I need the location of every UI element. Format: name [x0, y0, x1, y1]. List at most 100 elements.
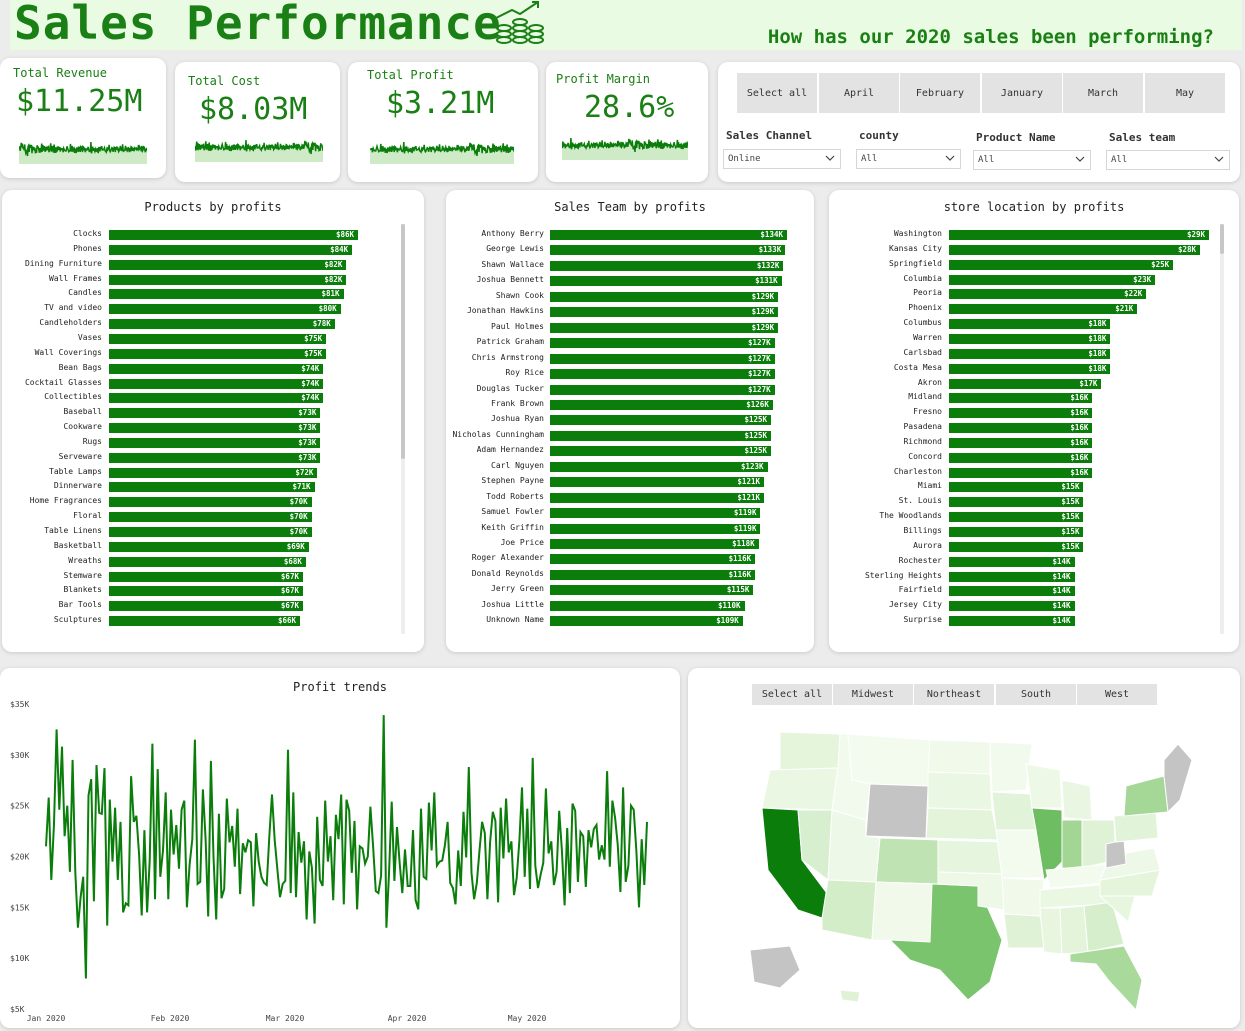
bar[interactable]: $121K: [550, 492, 764, 503]
bar[interactable]: $74K: [109, 363, 324, 374]
bar[interactable]: $129K: [550, 307, 779, 318]
scrollbar-thumb[interactable]: [1220, 224, 1224, 254]
bar[interactable]: $67K: [109, 571, 303, 582]
month-slicer-may[interactable]: May: [1145, 73, 1225, 113]
bar[interactable]: $73K: [109, 437, 321, 448]
bar[interactable]: $80K: [109, 304, 341, 315]
bar[interactable]: $126K: [550, 399, 773, 410]
month-slicer-select-all[interactable]: Select all: [737, 73, 817, 113]
bar[interactable]: $127K: [550, 384, 775, 395]
bar[interactable]: $16K: [949, 467, 1093, 478]
bar[interactable]: $15K: [949, 527, 1084, 537]
month-slicer-march[interactable]: March: [1063, 73, 1143, 113]
bar[interactable]: $14K: [949, 586, 1075, 597]
bar[interactable]: $14K: [949, 556, 1075, 567]
bar[interactable]: $22K: [949, 289, 1147, 300]
bar[interactable]: $125K: [550, 430, 772, 441]
bar[interactable]: $70K: [109, 512, 312, 523]
bar[interactable]: $18K: [949, 319, 1111, 330]
bar[interactable]: $66K: [109, 616, 301, 627]
bar[interactable]: $21K: [949, 304, 1138, 315]
bar[interactable]: $14K: [949, 601, 1075, 612]
bar[interactable]: $129K: [550, 291, 779, 302]
bar[interactable]: $16K: [949, 452, 1093, 463]
bar[interactable]: $14K: [949, 616, 1075, 627]
month-slicer-january[interactable]: January: [982, 73, 1062, 113]
wyoming-state: [865, 783, 929, 839]
bar[interactable]: $82K: [109, 259, 347, 270]
bar[interactable]: $73K: [109, 423, 321, 434]
bar[interactable]: $23K: [949, 274, 1156, 285]
bar[interactable]: $132K: [550, 260, 784, 271]
month-slicer-april[interactable]: April: [819, 73, 899, 113]
bar[interactable]: $119K: [550, 523, 761, 534]
bar[interactable]: $15K: [949, 541, 1084, 552]
county-dropdown[interactable]: All: [856, 149, 961, 169]
bar[interactable]: $14K: [949, 571, 1075, 582]
bar[interactable]: $131K: [550, 276, 782, 287]
bar[interactable]: $67K: [109, 586, 303, 597]
region-slicer-northeast[interactable]: Northeast: [914, 684, 994, 705]
bar[interactable]: $129K: [550, 322, 779, 333]
bar[interactable]: $86K: [109, 230, 358, 240]
region-slicer-west[interactable]: West: [1077, 684, 1157, 705]
bar[interactable]: $127K: [550, 338, 775, 349]
bar[interactable]: $18K: [949, 348, 1111, 359]
bar[interactable]: $29K: [949, 230, 1209, 240]
bar[interactable]: $73K: [109, 408, 321, 419]
bar[interactable]: $116K: [550, 569, 756, 580]
bar[interactable]: $75K: [109, 333, 327, 344]
bar[interactable]: $71K: [109, 482, 315, 493]
bar[interactable]: $28K: [949, 244, 1201, 255]
bar[interactable]: $75K: [109, 348, 327, 359]
bar[interactable]: $73K: [109, 452, 321, 463]
bar[interactable]: $115K: [550, 585, 754, 596]
region-slicer-south[interactable]: South: [996, 684, 1076, 705]
bar[interactable]: $25K: [949, 259, 1174, 270]
bar[interactable]: $16K: [949, 408, 1093, 419]
bar[interactable]: $125K: [550, 446, 772, 457]
bar[interactable]: $68K: [109, 556, 306, 567]
bar[interactable]: $67K: [109, 601, 303, 612]
bar[interactable]: $110K: [550, 600, 745, 611]
scrollbar-track[interactable]: [1220, 224, 1224, 634]
bar[interactable]: $15K: [949, 482, 1084, 493]
bar[interactable]: $15K: [949, 512, 1084, 523]
us-choropleth-map[interactable]: [740, 720, 1200, 1020]
bar[interactable]: $16K: [949, 423, 1093, 434]
bar[interactable]: $18K: [949, 363, 1111, 374]
bar[interactable]: $69K: [109, 541, 309, 552]
bar[interactable]: $16K: [949, 393, 1093, 404]
bar[interactable]: $81K: [109, 289, 344, 300]
bar[interactable]: $18K: [949, 333, 1111, 344]
bar[interactable]: $127K: [550, 369, 775, 380]
bar[interactable]: $116K: [550, 554, 756, 565]
region-slicer-midwest[interactable]: Midwest: [833, 684, 913, 705]
bar[interactable]: $84K: [109, 244, 353, 255]
bar[interactable]: $78K: [109, 319, 335, 330]
sales-channel-dropdown[interactable]: Online: [723, 149, 841, 169]
region-slicer-select-all[interactable]: Select all: [752, 684, 832, 705]
bar[interactable]: $82K: [109, 274, 347, 285]
month-slicer-february[interactable]: February: [900, 73, 980, 113]
sales-team-dropdown[interactable]: All: [1106, 150, 1230, 170]
bar[interactable]: $74K: [109, 378, 324, 389]
bar[interactable]: $70K: [109, 527, 312, 537]
bar[interactable]: $134K: [550, 230, 787, 240]
bar[interactable]: $72K: [109, 467, 318, 478]
bar[interactable]: $127K: [550, 353, 775, 364]
bar[interactable]: $133K: [550, 245, 786, 256]
bar[interactable]: $125K: [550, 415, 772, 426]
bar[interactable]: $17K: [949, 378, 1102, 389]
bar[interactable]: $123K: [550, 461, 768, 472]
bar[interactable]: $74K: [109, 393, 324, 404]
bar[interactable]: $121K: [550, 477, 764, 488]
bar[interactable]: $70K: [109, 497, 312, 508]
product-name-dropdown[interactable]: All: [973, 150, 1091, 170]
bar[interactable]: $119K: [550, 508, 761, 519]
bar[interactable]: $15K: [949, 497, 1084, 508]
bar[interactable]: $109K: [550, 616, 743, 627]
scrollbar-thumb[interactable]: [401, 224, 405, 459]
bar[interactable]: $16K: [949, 437, 1093, 448]
bar[interactable]: $118K: [550, 539, 759, 549]
